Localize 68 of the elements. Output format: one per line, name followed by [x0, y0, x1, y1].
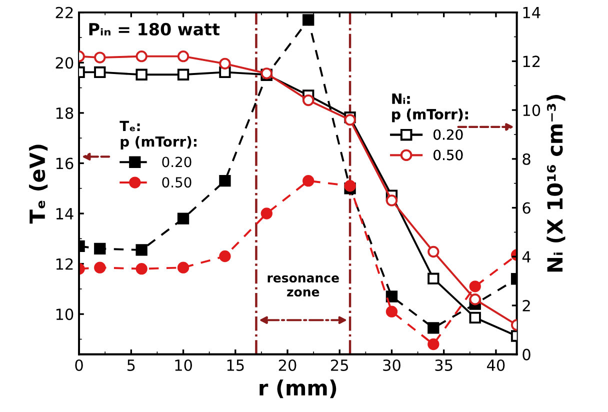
point	[136, 244, 148, 256]
x-axis-title: r (mm)	[260, 380, 336, 398]
point	[219, 250, 231, 262]
annotation: Nᵢ:	[392, 94, 410, 104]
point	[177, 68, 190, 80]
y2-tick-label: 0	[522, 348, 530, 360]
y-tick-label: 12	[56, 258, 73, 270]
y2-tick-label: 2	[522, 300, 530, 312]
x-tick-label: 5	[127, 360, 135, 372]
point	[302, 94, 314, 106]
y2-tick-label: 12	[523, 56, 540, 68]
point	[177, 50, 190, 62]
point	[94, 66, 106, 78]
y2-tick-label: 8	[522, 153, 530, 165]
point	[302, 174, 314, 187]
point	[219, 174, 231, 187]
point	[428, 322, 440, 334]
y-tick-label: 16	[56, 158, 74, 170]
point	[428, 338, 440, 350]
point	[136, 50, 148, 62]
point	[386, 290, 398, 302]
legend-label: 0.20	[162, 156, 192, 168]
point	[302, 14, 314, 26]
point	[177, 262, 190, 274]
point	[469, 280, 481, 292]
legend-label: 0.50	[162, 177, 192, 188]
point	[177, 212, 190, 224]
y-tick-label: 22	[56, 6, 73, 18]
y-tick-label: 18	[56, 107, 74, 119]
x-tick-label: 25	[331, 359, 348, 372]
point	[428, 246, 440, 258]
x-tick-label: 15	[227, 360, 244, 372]
point	[344, 180, 356, 192]
legend-title: p (mTorr):	[120, 136, 196, 150]
annotation: Pᵢₙ = 180 watt	[89, 22, 220, 36]
point	[469, 294, 481, 306]
y-tick-label: 14	[56, 208, 74, 220]
x-tick-label: 30	[383, 359, 400, 372]
point	[260, 208, 272, 220]
point	[219, 58, 231, 70]
point	[136, 68, 148, 80]
point	[136, 262, 148, 275]
annotation: Tₑ:	[120, 120, 140, 132]
y2-tick-label: 4	[522, 251, 531, 262]
point	[428, 272, 440, 284]
y2-tick-label: 10	[523, 104, 540, 116]
x-tick-label: 10	[175, 359, 192, 372]
point	[344, 114, 356, 126]
annotation: resonance zone	[268, 275, 339, 297]
x-tick-label: 35	[435, 359, 452, 372]
point	[386, 194, 398, 206]
x-tick-label: 20	[278, 359, 296, 372]
x-tick-label: 40	[486, 359, 505, 372]
point	[386, 306, 398, 318]
legend-label: 0.50	[434, 150, 463, 160]
point	[94, 52, 106, 64]
y-tick-label: 20	[56, 57, 74, 69]
y2-tick-label: 6	[522, 202, 530, 214]
point	[469, 312, 481, 324]
x-tick-label: 0	[75, 359, 83, 372]
y2-axis-title: Nᵢ (X 10¹⁶ cm⁻³)	[546, 94, 566, 272]
point	[94, 242, 106, 255]
legend-label: 0.20	[434, 129, 463, 140]
y2-tick-label: 14	[523, 7, 540, 18]
y-axis-title: Tₑ (eV)	[29, 144, 48, 224]
y-tick-label: 10	[56, 308, 74, 320]
text: p (mTorr):	[392, 108, 468, 122]
point	[94, 262, 106, 274]
